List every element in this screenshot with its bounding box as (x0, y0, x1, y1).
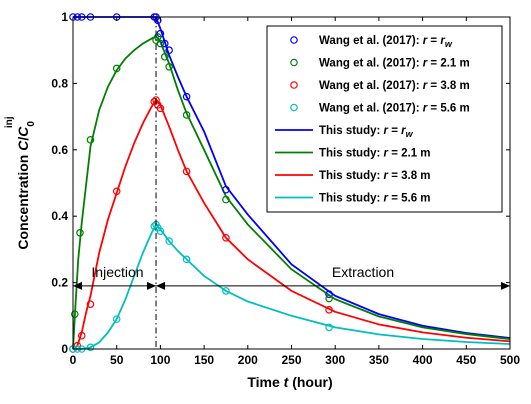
y-axis-title: Concentration C/C0inj (4, 116, 37, 249)
data-point-0 (165, 46, 173, 55)
legend-marker (290, 58, 298, 67)
data-point-1 (325, 294, 333, 303)
data-point-0 (182, 92, 191, 101)
data-point-1 (160, 53, 169, 61)
x-tick-label: 250 (281, 353, 301, 367)
data-point-1 (70, 310, 79, 318)
data-point-2 (325, 306, 333, 314)
x-tick-label: 0 (70, 353, 77, 367)
injection-arrow-head-left (73, 281, 82, 290)
series-line-7 (73, 222, 511, 350)
legend-entry: This study: r = 5.6 m (319, 193, 431, 205)
legend-entry: This study: r = rw (319, 125, 414, 139)
legend-entry: This study: r = 2.1 m (319, 148, 431, 160)
data-point-0 (222, 185, 230, 194)
legend-box (266, 25, 503, 213)
series-line-4 (73, 16, 511, 339)
x-tick-label: 300 (325, 353, 345, 367)
legend-entry: Wang et al. (2017): r = rw (319, 35, 453, 49)
x-tick-label: 350 (369, 353, 389, 367)
annotation-layer: Injection Extraction (73, 17, 510, 349)
data-point-2 (182, 167, 191, 176)
data-point-2 (86, 300, 95, 308)
ticks-layer: 0 50 100 150 200 250 300 350 400 450 500 0 0.2 0.4 0.6… (51, 10, 520, 367)
data-point-1 (112, 64, 121, 73)
injection-label: Injection (91, 264, 143, 280)
x-tick-label: 100 (150, 353, 170, 367)
extraction-arrow-head-right (501, 281, 510, 290)
data-point-1 (76, 229, 84, 237)
y-tick-label: 0.2 (51, 276, 68, 290)
data-point-2 (222, 233, 230, 242)
data-point-0 (325, 290, 333, 299)
legend-marker (290, 103, 298, 112)
y-tick-label: 0.4 (51, 209, 68, 223)
data-point-0 (160, 39, 169, 48)
x-tick-label: 200 (238, 353, 258, 367)
data-point-1 (156, 39, 165, 48)
x-tick-label: 50 (110, 353, 124, 367)
x-tick-label: 500 (500, 353, 520, 367)
legend-entry: This study: r = 3.8 m (319, 170, 431, 182)
extraction-label: Extraction (332, 264, 394, 280)
data-point-3 (325, 323, 333, 332)
data-point-2 (112, 187, 121, 196)
data-point-1 (153, 33, 162, 41)
data-point-1 (222, 195, 230, 204)
data-point-1 (86, 136, 95, 144)
y-tick-label: 1 (61, 10, 68, 24)
y-tick-label: 0 (61, 342, 68, 356)
legend-entry: Wang et al. (2017): r = 2.1 m (319, 58, 470, 70)
data-point-1 (165, 63, 173, 71)
data-point-3 (182, 255, 191, 264)
data-point-3 (86, 343, 95, 352)
x-tick-label: 450 (456, 353, 476, 367)
x-tick-label: 150 (194, 353, 214, 367)
x-axis-title: Time t (hour) (247, 374, 332, 390)
data-point-3 (222, 287, 230, 295)
series-line-5 (72, 35, 511, 350)
legend-entry: Wang et al. (2017): r = 5.6 m (319, 103, 470, 115)
data-point-2 (77, 331, 86, 340)
data-point-3 (150, 222, 159, 230)
data-point-1 (182, 111, 191, 119)
legend-entry: Wang et al. (2017): r = 3.8 m (319, 80, 470, 92)
data-point-2 (156, 104, 165, 113)
x-tick-label: 400 (413, 353, 433, 367)
legend: Wang et al. (2017): r = rw Wang et al. (2… (266, 25, 503, 213)
y-tick-label: 0.6 (51, 143, 68, 157)
legend-marker (290, 81, 298, 89)
plot-area: Injection Extraction 0 50 100 150 200 250 300 3… (51, 10, 520, 367)
legend-marker (290, 36, 298, 44)
y-tick-label: 0.8 (51, 76, 68, 90)
data-point-3 (165, 237, 173, 245)
data-point-3 (112, 315, 121, 323)
injection-arrow-head-right (147, 281, 157, 290)
data-point-3 (156, 227, 165, 235)
extraction-arrow-head-left (156, 281, 166, 290)
